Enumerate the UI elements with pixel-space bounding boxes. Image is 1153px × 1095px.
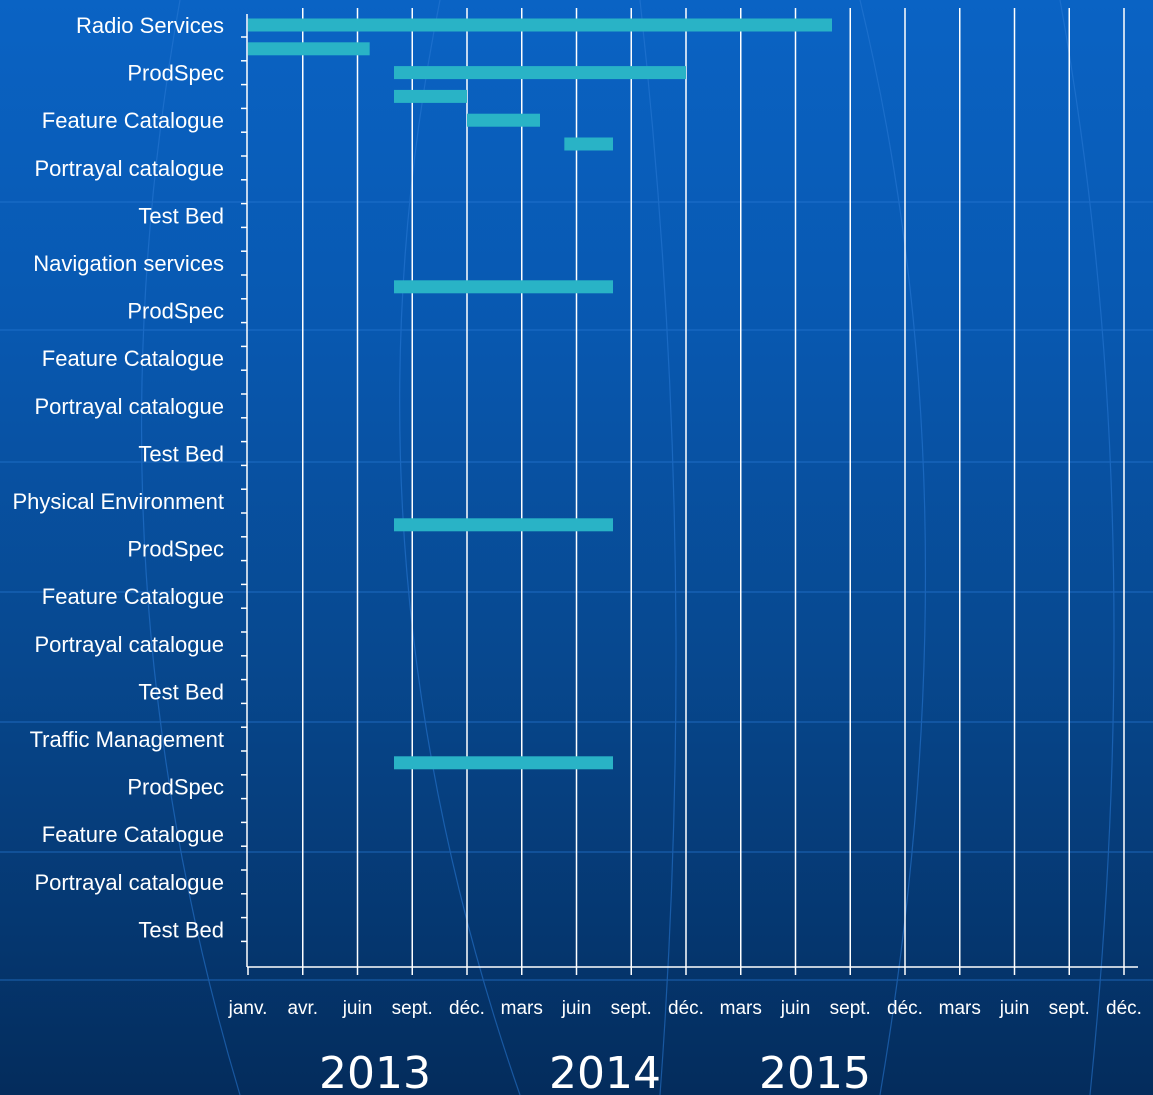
- x-tick-label: sept.: [611, 998, 652, 1019]
- year-label: 2014: [549, 1048, 661, 1095]
- category-label: Portrayal catalogue: [34, 156, 224, 181]
- x-tick-label: juin: [561, 998, 592, 1019]
- category-label: ProdSpec: [127, 537, 224, 562]
- x-tick-label: sept.: [392, 998, 433, 1019]
- axes: [241, 14, 1138, 975]
- category-label: Portrayal catalogue: [34, 870, 224, 895]
- category-label: Feature Catalogue: [42, 346, 224, 371]
- category-label: Feature Catalogue: [42, 108, 224, 133]
- x-tick-label: juin: [342, 998, 373, 1019]
- x-tick-label: déc.: [668, 998, 704, 1019]
- category-label: ProdSpec: [127, 775, 224, 800]
- category-label: Navigation services: [33, 251, 224, 276]
- task-bar: [394, 89, 467, 103]
- x-tick-label: mars: [501, 998, 543, 1019]
- category-label: Radio Services: [76, 13, 224, 38]
- x-tick-label: juin: [999, 998, 1030, 1019]
- category-label: Feature Catalogue: [42, 822, 224, 847]
- task-bar: [394, 756, 613, 770]
- task-bar: [467, 113, 540, 127]
- task-bars: [248, 18, 832, 770]
- task-bar: [394, 518, 613, 532]
- x-tick-label: déc.: [449, 998, 485, 1019]
- category-label: Traffic Management: [30, 727, 224, 752]
- x-tick-label: mars: [720, 998, 762, 1019]
- category-label: Physical Environment: [12, 489, 224, 514]
- category-label: Test Bed: [138, 679, 224, 704]
- category-label: Feature Catalogue: [42, 584, 224, 609]
- category-label: Test Bed: [138, 441, 224, 466]
- category-labels: Radio Services ProdSpec Feature Catalogue P…: [12, 13, 224, 942]
- x-tick-label: déc.: [887, 998, 923, 1019]
- x-tick-labels: janv. avr. juin sept. déc. mars juin sept. déc. m…: [228, 998, 1142, 1019]
- year-label: 2013: [319, 1048, 431, 1095]
- x-tick-label: sept.: [1049, 998, 1090, 1019]
- x-tick-label: janv.: [228, 998, 268, 1019]
- year-labels: 2013 2014 2015: [319, 1048, 871, 1095]
- x-tick-label: déc.: [1106, 998, 1142, 1019]
- task-bar: [564, 137, 613, 151]
- category-label: Portrayal catalogue: [34, 394, 224, 419]
- category-label: ProdSpec: [127, 299, 224, 324]
- task-bar: [394, 66, 686, 80]
- gridlines: [302, 8, 1125, 967]
- x-tick-label: sept.: [830, 998, 871, 1019]
- x-tick-label: mars: [939, 998, 981, 1019]
- category-label: ProdSpec: [127, 61, 224, 86]
- year-label: 2015: [759, 1048, 871, 1095]
- category-label: Test Bed: [138, 203, 224, 228]
- category-label: Test Bed: [138, 917, 224, 942]
- category-label: Portrayal catalogue: [34, 632, 224, 657]
- task-bar: [248, 42, 370, 56]
- task-bar: [248, 18, 832, 32]
- task-bar: [394, 280, 613, 294]
- x-tick-label: avr.: [287, 998, 318, 1019]
- x-tick-label: juin: [780, 998, 811, 1019]
